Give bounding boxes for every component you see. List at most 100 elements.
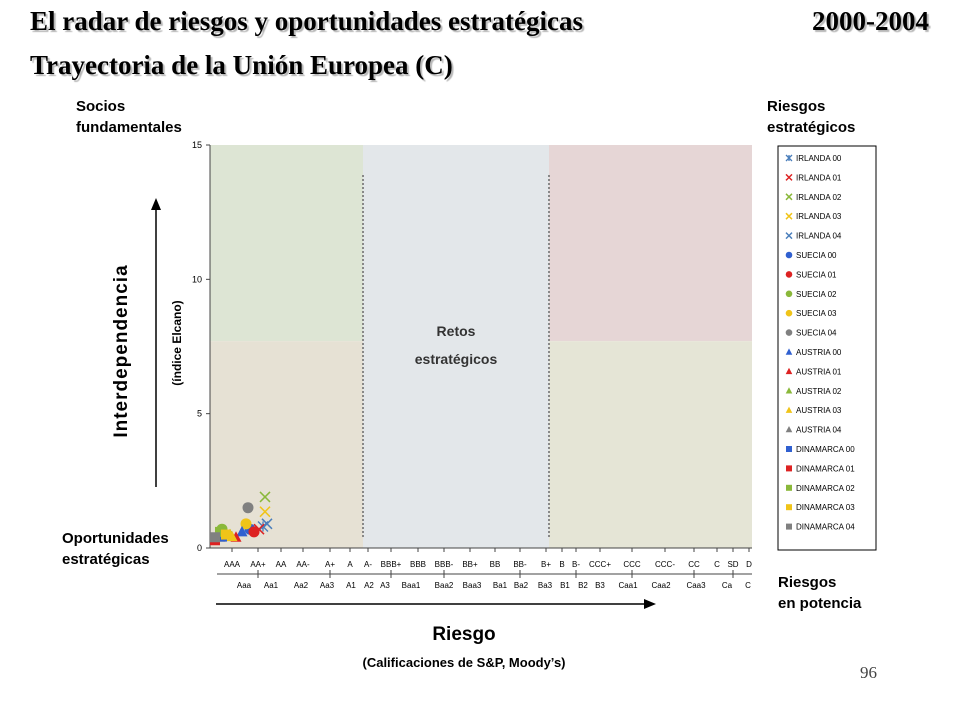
x-tick-label-sp: B- (572, 560, 580, 569)
legend-marker-dinamarca-01 (786, 465, 792, 472)
center-zone-label-line2: estratégicos (415, 351, 498, 367)
zone-oportunidades-estrategicas (210, 341, 363, 548)
corner-label-top-right-line2: estratégicos (767, 119, 856, 136)
x-tick-label-moodys: A2 (364, 581, 374, 590)
data-point-austria-00 (236, 525, 248, 537)
y-axis-arrow-head (151, 198, 161, 210)
legend-label-austria-00: AUSTRIA 00 (796, 348, 842, 357)
x-tick-label-moodys: B3 (595, 581, 605, 590)
x-tick-label-sp: BB (490, 560, 501, 569)
data-point-irlanda-02 (259, 491, 271, 503)
legend-label-suecia-00: SUECIA 00 (796, 251, 837, 260)
legend-label-irlanda-04: IRLANDA 04 (796, 232, 842, 241)
legend-label-irlanda-03: IRLANDA 03 (796, 212, 842, 221)
legend-marker-suecia-02 (785, 290, 793, 298)
legend-label-dinamarca-02: DINAMARCA 02 (796, 484, 855, 493)
data-point-dinamarca-03 (221, 529, 231, 540)
x-tick-label-moodys: A3 (380, 581, 390, 590)
x-tick-label-sp: B+ (541, 560, 551, 569)
data-point-dinamarca-02 (215, 526, 225, 537)
legend-marker-austria-03 (785, 406, 793, 413)
legend-label-suecia-03: SUECIA 03 (796, 309, 837, 318)
zone-retos-estrategicos (363, 145, 549, 548)
x-tick-label-moodys: Caa3 (686, 581, 706, 590)
x-tick-label-sp: BBB- (435, 560, 454, 569)
x-tick-label-sp: B (559, 560, 564, 569)
legend-label-irlanda-02: IRLANDA 02 (796, 193, 842, 202)
x-tick-label-moodys: Baa1 (402, 581, 421, 590)
x-tick-label-sp: A (347, 560, 353, 569)
data-point-irlanda-03 (259, 506, 271, 518)
x-tick-label-sp: A+ (325, 560, 335, 569)
legend-box (777, 145, 877, 551)
corner-label-top-left: Socios fundamentales (76, 96, 182, 138)
legend-label-suecia-04: SUECIA 04 (796, 329, 837, 338)
center-zone-label-line1: Retos (437, 323, 476, 339)
x-tick-label-sp: CCC- (655, 560, 675, 569)
x-axis-subtitle: (Calificaciones de S&P, Moody’s) (362, 655, 566, 670)
x-tick-label-sp: BB- (513, 560, 527, 569)
y-tick-label: 5 (197, 409, 202, 419)
x-tick-label-moodys: Ba1 (493, 581, 508, 590)
x-tick-label-moodys: Caa1 (618, 581, 638, 590)
corner-label-bottom-right-line1: Riesgos (778, 574, 837, 591)
corner-label-bottom-left-line1: Oportunidades (62, 530, 169, 547)
x-tick-label-sp: BBB+ (381, 560, 402, 569)
corner-label-top-right: Riesgos estratégicos (767, 96, 855, 138)
x-tick-label-moodys: B1 (560, 581, 570, 590)
legend-label-austria-04: AUSTRIA 04 (796, 426, 842, 435)
x-tick-label-moodys: Aa1 (264, 581, 279, 590)
x-tick-label-moodys: C (745, 581, 751, 590)
x-tick-label-sp: SD (727, 560, 738, 569)
corner-label-top-left-line1: Socios (76, 98, 126, 115)
legend-marker-irlanda-02 (785, 193, 793, 201)
legend-marker-irlanda-00 (785, 154, 793, 162)
zone-riesgos-estrategicos (549, 145, 752, 342)
x-tick-label-sp: CCC+ (589, 560, 611, 569)
legend-label-irlanda-00: IRLANDA 00 (796, 154, 842, 163)
legend-label-austria-02: AUSTRIA 02 (796, 387, 842, 396)
legend-marker-austria-02 (785, 387, 793, 394)
corner-label-top-right-line1: Riesgos (767, 98, 826, 115)
x-tick-label-moodys: Aa2 (294, 581, 309, 590)
x-tick-label-moodys: B2 (578, 581, 588, 590)
x-tick-label-moodys: A1 (346, 581, 356, 590)
legend-label-dinamarca-00: DINAMARCA 00 (796, 445, 855, 454)
data-point-suecia-01 (248, 526, 260, 538)
legend-marker-austria-04 (785, 426, 793, 433)
legend-label-dinamarca-04: DINAMARCA 04 (796, 523, 855, 532)
data-point-irlanda-04 (261, 518, 273, 530)
legend-marker-dinamarca-00 (786, 446, 792, 452)
corner-label-bottom-right: Riesgos en potencia (778, 572, 861, 614)
corner-label-top-left-line2: fundamentales (76, 119, 182, 136)
legend-label-austria-01: AUSTRIA 01 (796, 367, 842, 376)
legend-label-austria-03: AUSTRIA 03 (796, 406, 842, 415)
data-point-dinamarca-04 (210, 532, 220, 543)
x-tick-label-moodys: Aa3 (320, 581, 335, 590)
x-tick-label-sp: AAA (224, 560, 241, 569)
legend-marker-suecia-01 (785, 271, 793, 278)
slide-title: El radar de riesgos y oportunidades estr… (30, 6, 583, 36)
legend-label-dinamarca-03: DINAMARCA 03 (796, 503, 855, 512)
legend-marker-dinamarca-02 (786, 484, 792, 491)
corner-label-bottom-left: Oportunidades estratégicas (62, 528, 169, 570)
x-tick-label-sp: BBB (410, 560, 426, 569)
legend-marker-suecia-04 (785, 329, 793, 336)
page-number: 96 (860, 663, 877, 682)
x-tick-label-moodys: Caa2 (651, 581, 671, 590)
data-point-suecia-04 (242, 502, 254, 514)
legend-marker-suecia-00 (785, 251, 793, 259)
x-tick-label-moodys: Aaa (237, 581, 252, 590)
x-axis-arrow-head (644, 599, 656, 609)
x-tick-label-moodys: Ca (722, 581, 733, 590)
corner-label-bottom-left-line2: estratégicas (62, 551, 150, 568)
y-tick-label: 0 (197, 543, 202, 553)
zone-socios-fundamentales (210, 145, 363, 342)
x-axis-title: Riesgo (432, 624, 496, 645)
corner-label-bottom-right-line2: en potencia (778, 595, 862, 612)
legend-marker-irlanda-03 (785, 212, 793, 220)
x-tick-label-moodys: Baa3 (463, 581, 482, 590)
legend-marker-suecia-03 (785, 309, 793, 317)
legend-marker-dinamarca-03 (786, 504, 792, 511)
x-tick-label-sp: CCC (623, 560, 641, 569)
